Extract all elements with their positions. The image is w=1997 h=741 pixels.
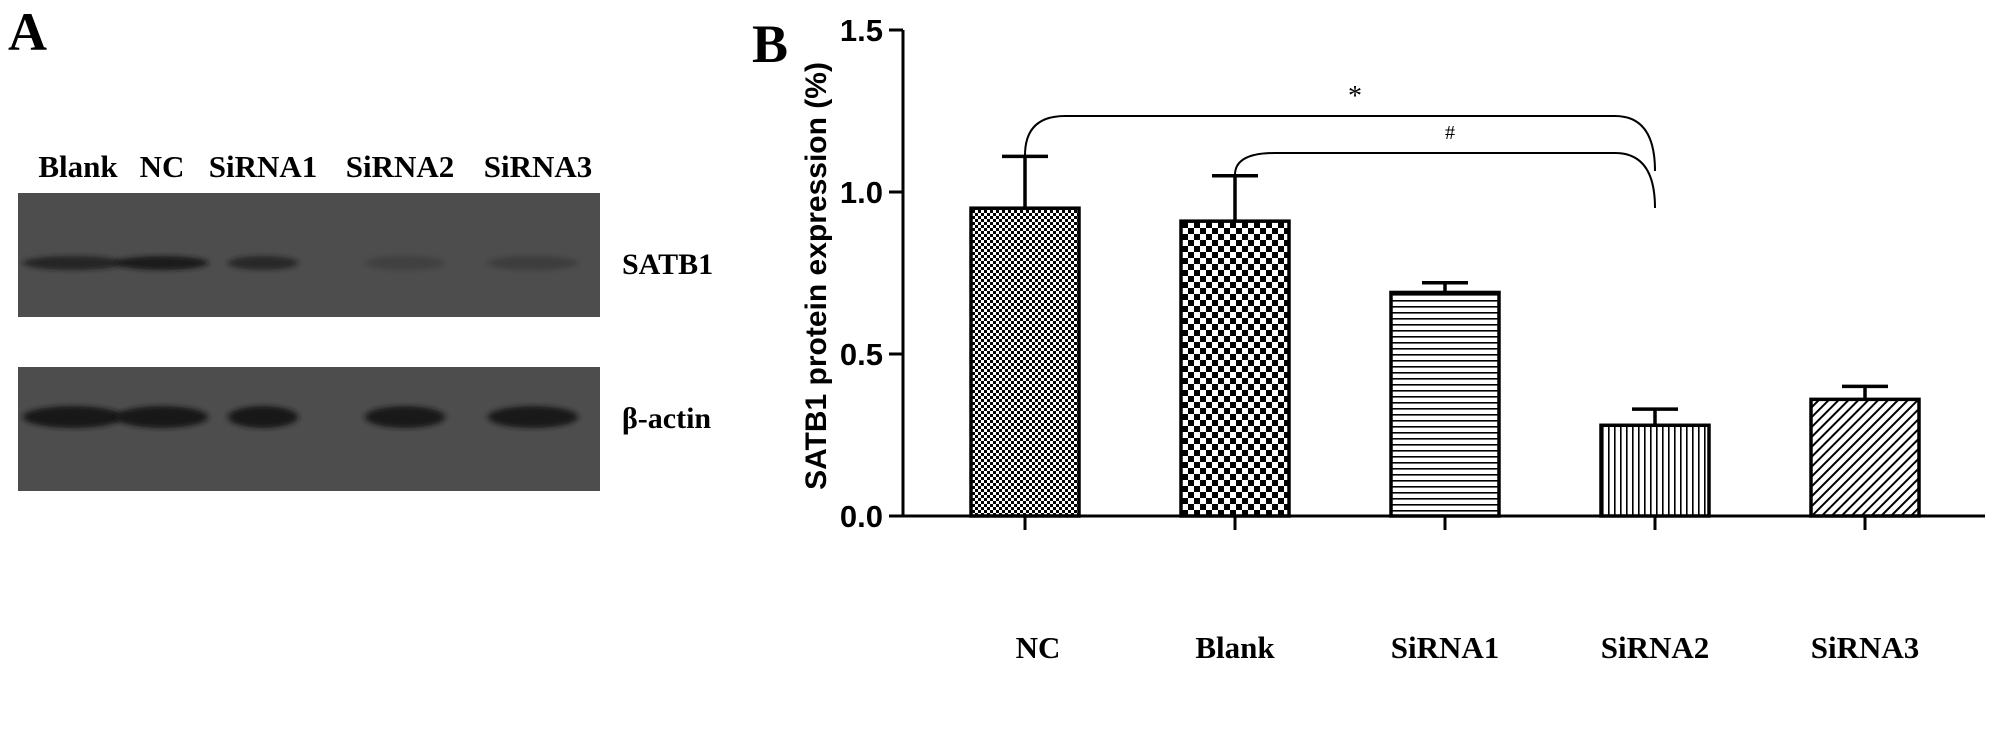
bar-sirna2 bbox=[1599, 423, 1711, 518]
panel-b: B SATB1 protein expression (%) 0.0 0.5 1.0… bbox=[752, 13, 1985, 665]
panel-a-label: A bbox=[8, 2, 47, 62]
bar-blank bbox=[1179, 219, 1291, 518]
western-blots: SATB1 β-actin bbox=[18, 193, 713, 491]
band bbox=[488, 256, 578, 270]
x-tick-label-blank: Blank bbox=[1195, 630, 1275, 665]
blot-label: SATB1 bbox=[622, 248, 713, 281]
x-tick-label-sirna2: SiRNA2 bbox=[1601, 630, 1710, 665]
lane-labels: Blank NC SiRNA1 SiRNA2 SiRNA3 bbox=[38, 149, 592, 184]
blot-label: β-actin bbox=[622, 402, 711, 435]
bar-sirna1 bbox=[1389, 290, 1501, 518]
significance-symbol-0: * bbox=[1348, 81, 1362, 112]
band bbox=[23, 406, 123, 428]
band bbox=[228, 256, 298, 270]
y-axis-label: SATB1 protein expression (%) bbox=[800, 62, 833, 490]
y-tick-label: 1.5 bbox=[840, 13, 883, 48]
blot-satb1: SATB1 bbox=[18, 193, 713, 317]
lane-label-blank: Blank bbox=[38, 149, 118, 184]
lane-label-sirna1: SiRNA1 bbox=[209, 149, 318, 184]
band bbox=[116, 406, 208, 428]
blot--actin: β-actin bbox=[18, 367, 711, 491]
significance-bracket-0 bbox=[1024, 115, 1656, 172]
lane-label-sirna3: SiRNA3 bbox=[484, 149, 593, 184]
panel-a: A Blank NC SiRNA1 SiRNA2 SiRNA3 SATB1 β-actin bbox=[8, 2, 713, 491]
y-tick-label: 1.0 bbox=[840, 175, 883, 210]
band bbox=[228, 406, 298, 428]
panel-b-label: B bbox=[752, 14, 788, 74]
y-tick-label: 0.5 bbox=[840, 337, 883, 372]
lane-label-sirna2: SiRNA2 bbox=[346, 149, 455, 184]
bar-chart: 0.0 0.5 1.0 1.5 NC Blank SiRNA1 SiRNA2 SiRNA3 * # bbox=[840, 13, 1985, 665]
band bbox=[116, 256, 208, 270]
band bbox=[488, 406, 578, 428]
lane-label-nc: NC bbox=[140, 149, 185, 184]
significance-bracket-1 bbox=[1234, 152, 1656, 209]
significance-symbol-1: # bbox=[1445, 122, 1455, 144]
band bbox=[23, 256, 123, 270]
x-tick-label-nc: NC bbox=[1016, 630, 1061, 665]
x-tick-label-sirna1: SiRNA1 bbox=[1391, 630, 1500, 665]
band bbox=[365, 406, 445, 428]
y-tick-label: 0.0 bbox=[840, 499, 883, 534]
blot-membrane bbox=[18, 193, 600, 317]
blot-membrane bbox=[18, 367, 600, 491]
bar-sirna3 bbox=[1809, 397, 1921, 518]
bar-nc bbox=[969, 206, 1081, 518]
x-tick-label-sirna3: SiRNA3 bbox=[1811, 630, 1920, 665]
band bbox=[365, 256, 445, 270]
